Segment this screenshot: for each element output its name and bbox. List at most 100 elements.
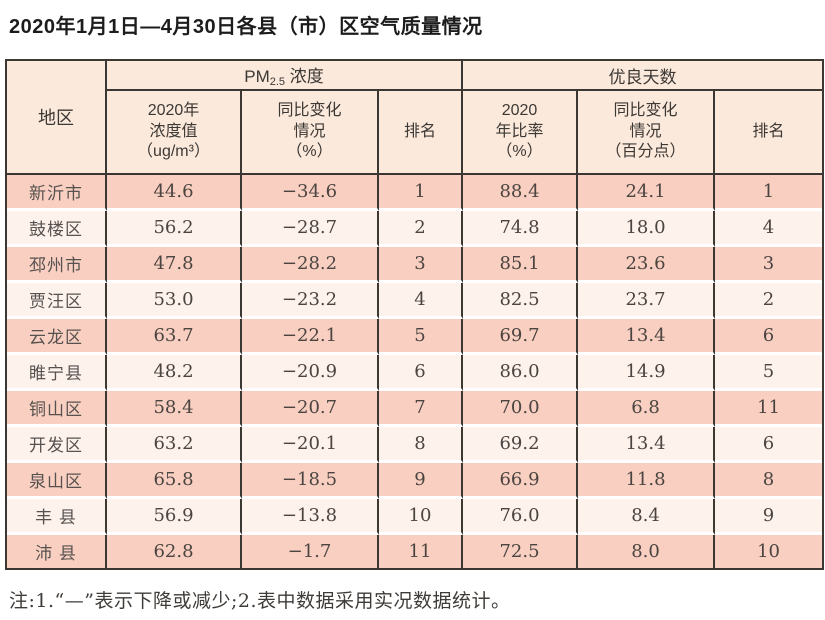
cell-pm-change: −28.2: [242, 247, 379, 283]
pm25-suffix: 浓度: [285, 67, 324, 86]
cell-pm-change: −1.7: [242, 535, 379, 568]
cell-rate-change: 13.4: [578, 427, 716, 463]
cell-pm-change: −13.8: [242, 499, 379, 535]
column-group-good-days: 优良天数: [463, 61, 823, 91]
header-group-row: 地区 PM2.5 浓度 优良天数: [7, 61, 823, 175]
page-title: 2020年1月1日—4月30日各县（市）区空气质量情况: [9, 16, 483, 38]
cell-region: 泉山区: [7, 463, 107, 499]
cell-region: 鼓楼区: [7, 211, 107, 247]
column-header-days-change: 同比变化 情况 （百分点）: [578, 91, 716, 175]
cell-rate-rank: 3: [715, 247, 823, 283]
cell-pm-value: 53.0: [107, 283, 242, 319]
cell-region: 沛 县: [7, 535, 107, 568]
table-row: 丰 县 56.9 −13.8 10 76.0 8.4 9: [7, 499, 823, 535]
cell-pm-value: 44.6: [107, 175, 242, 211]
cell-pm-change: −20.9: [242, 355, 379, 391]
cell-rate: 74.8: [463, 211, 579, 247]
cell-pm-rank: 11: [379, 535, 464, 568]
table-row: 新沂市 44.6 −34.6 1 88.4 24.1 1: [7, 175, 823, 211]
cell-rate: 66.9: [463, 463, 579, 499]
cell-region: 丰 县: [7, 499, 107, 535]
table-row: 鼓楼区 56.2 −28.7 2 74.8 18.0 4: [7, 211, 823, 247]
cell-rate-rank: 11: [715, 391, 823, 427]
table-row: 贾汪区 53.0 −23.2 4 82.5 23.7 2: [7, 283, 823, 319]
cell-rate-change: 24.1: [578, 175, 716, 211]
cell-rate-rank: 1: [715, 175, 823, 211]
cell-pm-rank: 8: [379, 427, 464, 463]
cell-pm-value: 63.2: [107, 427, 242, 463]
cell-rate-change: 18.0: [578, 211, 716, 247]
column-group-pm25: PM2.5 浓度: [107, 61, 464, 91]
cell-region: 邳州市: [7, 247, 107, 283]
cell-rate-change: 23.7: [578, 283, 716, 319]
cell-rate: 76.0: [463, 499, 579, 535]
column-header-pm25-change: 同比变化 情况 （%）: [242, 91, 379, 175]
cell-rate-rank: 6: [715, 427, 823, 463]
cell-rate-change: 11.8: [578, 463, 716, 499]
cell-pm-change: −20.7: [242, 391, 379, 427]
cell-rate-change: 8.4: [578, 499, 716, 535]
cell-pm-rank: 9: [379, 463, 464, 499]
cell-rate: 85.1: [463, 247, 579, 283]
cell-rate-rank: 8: [715, 463, 823, 499]
column-header-days-rank: 排名: [715, 91, 823, 175]
cell-rate: 86.0: [463, 355, 579, 391]
cell-pm-value: 56.9: [107, 499, 242, 535]
table-row: 开发区 63.2 −20.1 8 69.2 13.4 6: [7, 427, 823, 463]
cell-pm-change: −23.2: [242, 283, 379, 319]
cell-region: 新沂市: [7, 175, 107, 211]
cell-region: 睢宁县: [7, 355, 107, 391]
cell-rate: 72.5: [463, 535, 579, 568]
table-body: 新沂市 44.6 −34.6 1 88.4 24.1 1 鼓楼区 56.2 −2…: [7, 175, 823, 568]
header-sub-row: 2020年 浓度值 （ug/m³） 同比变化 情况 （%） 排名 2020 年比…: [7, 91, 823, 175]
table-row: 睢宁县 48.2 −20.9 6 86.0 14.9 5: [7, 355, 823, 391]
table-row: 沛 县 62.8 −1.7 11 72.5 8.0 10: [7, 535, 823, 568]
column-header-pm25-value: 2020年 浓度值 （ug/m³）: [107, 91, 242, 175]
cell-rate: 69.2: [463, 427, 579, 463]
column-header-pm25-rank: 排名: [379, 91, 464, 175]
cell-region: 开发区: [7, 427, 107, 463]
cell-rate-rank: 6: [715, 319, 823, 355]
cell-region: 铜山区: [7, 391, 107, 427]
cell-pm-rank: 5: [379, 319, 464, 355]
cell-pm-value: 56.2: [107, 211, 242, 247]
cell-pm-value: 48.2: [107, 355, 242, 391]
cell-rate: 69.7: [463, 319, 579, 355]
table-row: 云龙区 63.7 −22.1 5 69.7 13.4 6: [7, 319, 823, 355]
cell-rate-change: 13.4: [578, 319, 716, 355]
cell-pm-change: −34.6: [242, 175, 379, 211]
cell-pm-rank: 6: [379, 355, 464, 391]
cell-region: 云龙区: [7, 319, 107, 355]
table-row: 泉山区 65.8 −18.5 9 66.9 11.8 8: [7, 463, 823, 499]
air-quality-table: 地区 PM2.5 浓度 优良天数 2020年 浓度值 （ug/m³） 同比变化 …: [5, 59, 825, 570]
cell-region: 贾汪区: [7, 283, 107, 319]
cell-rate-rank: 2: [715, 283, 823, 319]
cell-rate: 88.4: [463, 175, 579, 211]
cell-pm-value: 58.4: [107, 391, 242, 427]
cell-rate: 70.0: [463, 391, 579, 427]
cell-pm-rank: 3: [379, 247, 464, 283]
cell-pm-value: 65.8: [107, 463, 242, 499]
column-header-region: 地区: [7, 61, 107, 175]
footnote: 注:1.“—”表示下降或减少;2.表中数据采用实况数据统计。: [9, 590, 511, 612]
cell-pm-value: 63.7: [107, 319, 242, 355]
cell-rate-rank: 10: [715, 535, 823, 568]
cell-rate-change: 6.8: [578, 391, 716, 427]
table-row: 铜山区 58.4 −20.7 7 70.0 6.8 11: [7, 391, 823, 427]
cell-rate-change: 8.0: [578, 535, 716, 568]
cell-rate-change: 23.6: [578, 247, 716, 283]
cell-pm-change: −18.5: [242, 463, 379, 499]
cell-pm-rank: 1: [379, 175, 464, 211]
cell-rate-rank: 4: [715, 211, 823, 247]
column-header-days-rate: 2020 年比率 （%）: [463, 91, 579, 175]
pm25-subscript: 2.5: [269, 76, 286, 88]
cell-pm-change: −20.1: [242, 427, 379, 463]
cell-rate-rank: 5: [715, 355, 823, 391]
table-row: 邳州市 47.8 −28.2 3 85.1 23.6 3: [7, 247, 823, 283]
cell-rate-rank: 9: [715, 499, 823, 535]
cell-pm-rank: 2: [379, 211, 464, 247]
cell-rate-change: 14.9: [578, 355, 716, 391]
cell-pm-value: 62.8: [107, 535, 242, 568]
cell-pm-rank: 10: [379, 499, 464, 535]
table-header: 地区 PM2.5 浓度 优良天数 2020年 浓度值 （ug/m³） 同比变化 …: [7, 61, 823, 175]
